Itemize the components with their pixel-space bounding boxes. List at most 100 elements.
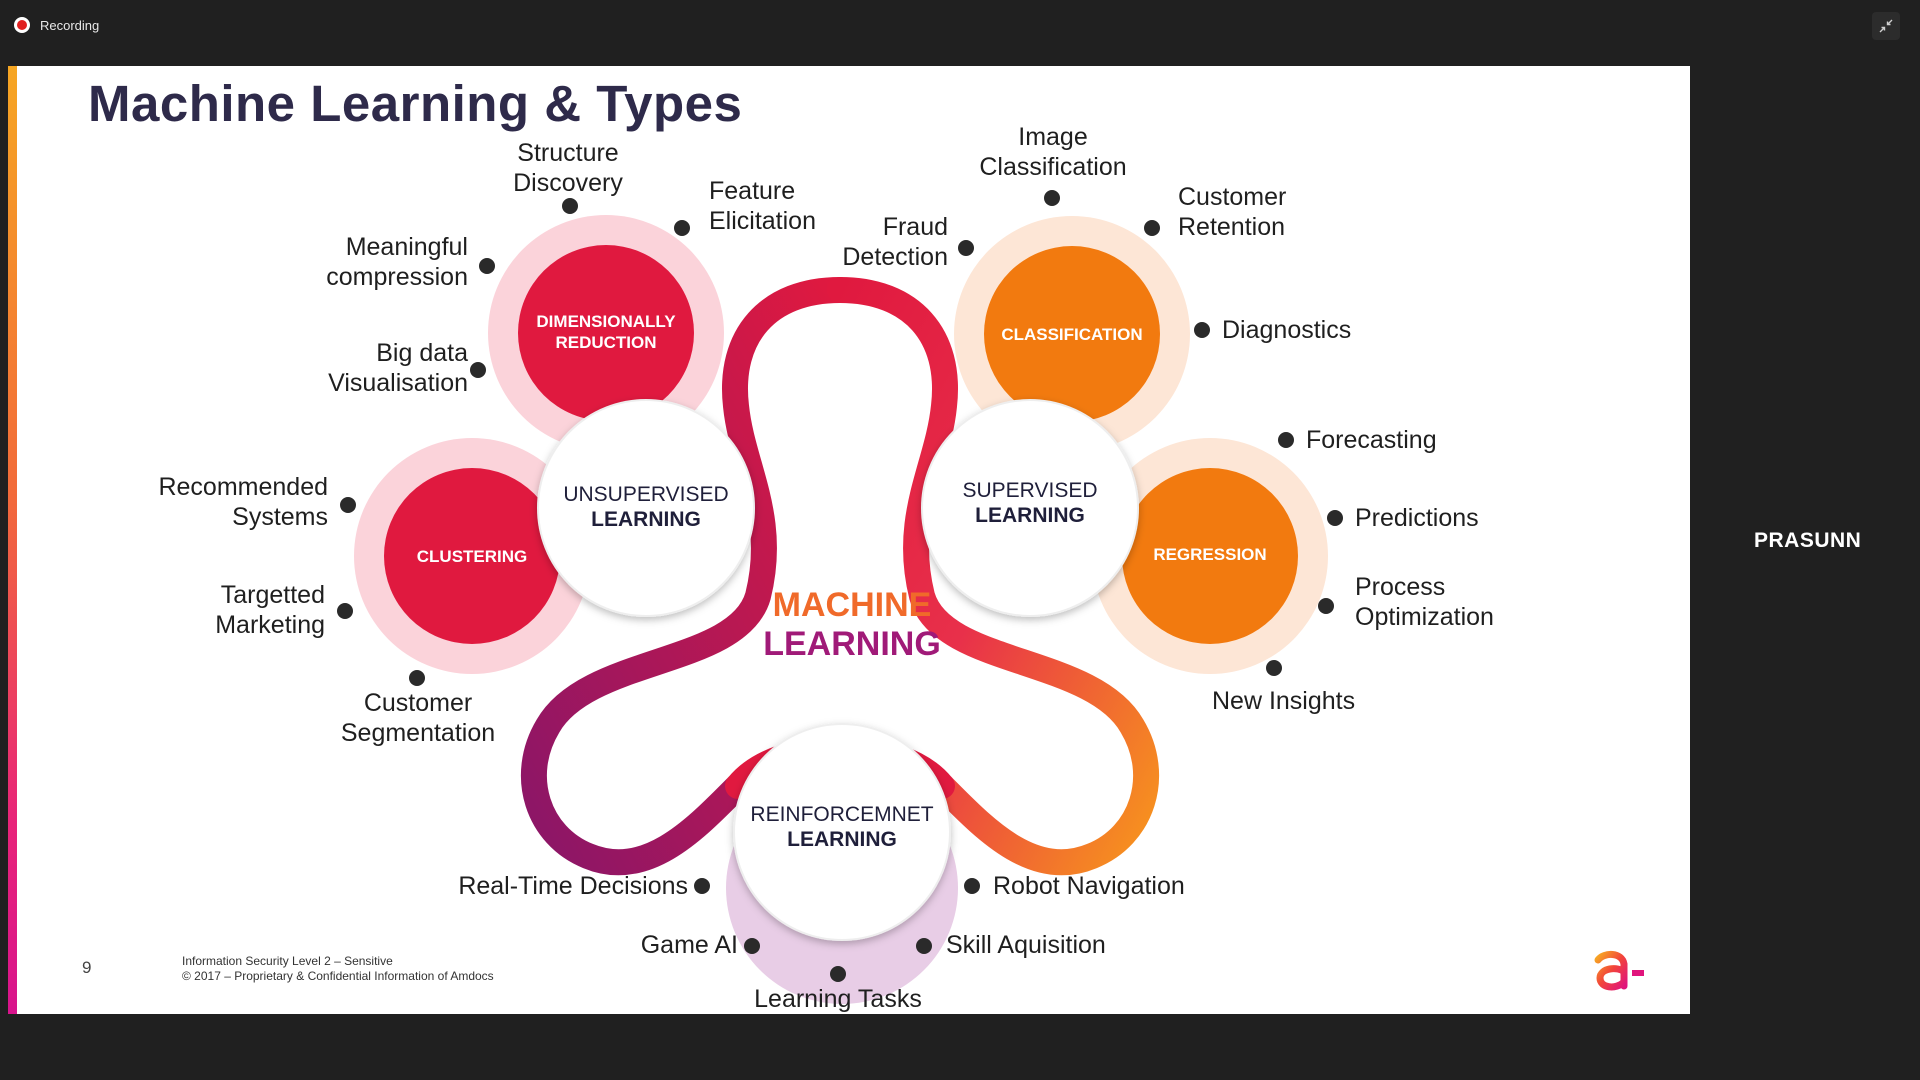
dot-real-time-decisions [694, 878, 710, 894]
dot-predictions [1327, 510, 1343, 526]
dimensionality-circle [518, 245, 694, 421]
label-skill-aquisition: Skill Aquisition [946, 931, 1106, 959]
label-image-classification-line1: Image [1018, 123, 1088, 151]
reinforcement-hub-circle [733, 723, 951, 941]
label-big-data-line1: Big data [376, 339, 468, 367]
dot-targetted-marketing [337, 603, 353, 619]
label-fraud-detection: Fraud Detection [768, 212, 948, 272]
machine-learning-center-label: MACHINE LEARNING [692, 586, 1012, 664]
label-recommended-systems-line2: Systems [232, 503, 328, 531]
dot-meaningful-compression [479, 258, 495, 274]
unsupervised-hub-circle [537, 399, 755, 617]
flower-ribbon-left [521, 277, 853, 876]
footer-line1: Information Security Level 2 – Sensitive [182, 954, 393, 968]
label-recommended-systems: Recommended Systems [118, 472, 328, 532]
label-customer-retention-line2: Retention [1178, 213, 1286, 241]
slide-page-number: 9 [82, 958, 92, 977]
dot-structure-discovery [562, 198, 578, 214]
dot-customer-retention [1144, 220, 1160, 236]
label-customer-segmentation: Customer Segmentation [323, 688, 513, 748]
dot-game-ai [744, 938, 760, 954]
label-targetted-marketing-line2: Marketing [215, 611, 325, 639]
recording-indicator: Recording [14, 15, 99, 35]
reinforcement-line2: LEARNING [787, 828, 897, 851]
dot-fraud-detection [958, 240, 974, 256]
supervised-line1: SUPERVISED [962, 479, 1098, 502]
exit-fullscreen-button[interactable] [1872, 12, 1900, 40]
label-image-classification: Image Classification [968, 122, 1138, 182]
dot-image-classification [1044, 190, 1060, 206]
supervised-hub-circle [921, 399, 1139, 617]
label-targetted-marketing: Targetted Marketing [118, 580, 325, 640]
dot-robot-navigation [964, 878, 980, 894]
label-meaningful-compression-line1: Meaningful [345, 233, 468, 261]
label-customer-retention: Customer Retention [1178, 182, 1286, 242]
label-structure-discovery-line2: Discovery [513, 169, 623, 197]
label-game-ai: Game AI [640, 931, 738, 959]
label-forecasting: Forecasting [1306, 426, 1437, 454]
unsupervised-learning-label: UNSUPERVISED LEARNING [546, 482, 746, 532]
slide-title: Machine Learning & Types [88, 75, 743, 132]
dot-recommended-systems [340, 497, 356, 513]
dot-learning-tasks [830, 966, 846, 982]
ml-types-diagram [337, 190, 1343, 1004]
label-feature-elicitation: Feature Elicitation [709, 176, 816, 236]
dot-diagnostics [1194, 322, 1210, 338]
dimensionality-line2: REDUCTION [555, 333, 657, 352]
label-structure-discovery: Structure Discovery [488, 138, 648, 198]
dot-customer-segmentation [409, 670, 425, 686]
classification-label: CLASSIFICATION [1001, 325, 1143, 344]
label-customer-segmentation-line2: Segmentation [340, 719, 496, 747]
collapse-icon [1879, 19, 1893, 33]
clustering-label: CLUSTERING [416, 547, 528, 566]
clustering-circle [384, 468, 560, 644]
label-learning-tasks: Learning Tasks [754, 985, 922, 1013]
regression-circle [1122, 468, 1298, 644]
unsupervised-line2: LEARNING [591, 508, 701, 531]
classification-circle [984, 246, 1160, 422]
label-targetted-marketing-line1: Targetted [220, 581, 325, 609]
supervised-learning-label: SUPERVISED LEARNING [930, 478, 1130, 528]
unsupervised-line1: UNSUPERVISED [563, 483, 729, 506]
dot-new-insights [1266, 660, 1282, 676]
participant-name: PRASUNN [1754, 529, 1862, 552]
dimensionality-line1: DIMENSIONALLY [536, 312, 676, 331]
label-fraud-detection-line2: Detection [842, 243, 948, 271]
shared-slide: Machine Learning & Types [8, 66, 1690, 1014]
label-feature-elicitation-line1: Feature [709, 177, 796, 205]
regression-label: REGRESSION [1153, 545, 1267, 564]
label-process-optimization-line2: Optimization [1355, 603, 1494, 631]
label-image-classification-line2: Classification [979, 153, 1127, 181]
center-line2: LEARNING [763, 625, 941, 663]
dot-feature-elicitation [674, 220, 690, 236]
label-diagnostics: Diagnostics [1222, 316, 1352, 344]
label-meaningful-compression-line2: compression [326, 263, 468, 291]
dot-big-data-visualisation [470, 362, 486, 378]
dot-process-optimization [1318, 598, 1334, 614]
amdocs-logo-icon [1594, 951, 1644, 991]
label-recommended-systems-line1: Recommended [158, 473, 328, 501]
label-big-data-line2: Visualisation [328, 369, 468, 397]
record-icon [14, 17, 30, 33]
slide-accent-bar [8, 66, 17, 1014]
label-feature-elicitation-line2: Elicitation [709, 207, 816, 235]
center-line1: MACHINE [772, 586, 932, 624]
label-structure-discovery-line1: Structure [517, 139, 619, 167]
meeting-top-bar: Recording [0, 0, 1920, 66]
label-real-time-decisions: Real-Time Decisions [458, 872, 688, 900]
label-robot-navigation: Robot Navigation [993, 872, 1185, 900]
reinforcement-learning-label: REINFORCEMNET LEARNING [732, 802, 952, 852]
dot-forecasting [1278, 432, 1294, 448]
recording-label: Recording [40, 17, 100, 33]
label-customer-segmentation-line1: Customer [363, 689, 473, 717]
label-predictions: Predictions [1355, 504, 1479, 532]
label-big-data-visualisation: Big data Visualisation [258, 338, 468, 398]
slide-footer-note: Information Security Level 2 – Sensitive… [182, 954, 494, 984]
label-fraud-detection-line1: Fraud [882, 213, 948, 241]
reinforcement-line1: REINFORCEMNET [750, 803, 934, 826]
label-new-insights: New Insights [1212, 687, 1356, 715]
label-meaningful-compression: Meaningful compression [258, 232, 468, 292]
label-process-optimization-line1: Process [1355, 573, 1446, 601]
label-process-optimization: Process Optimization [1355, 572, 1494, 632]
dot-skill-aquisition [916, 938, 932, 954]
